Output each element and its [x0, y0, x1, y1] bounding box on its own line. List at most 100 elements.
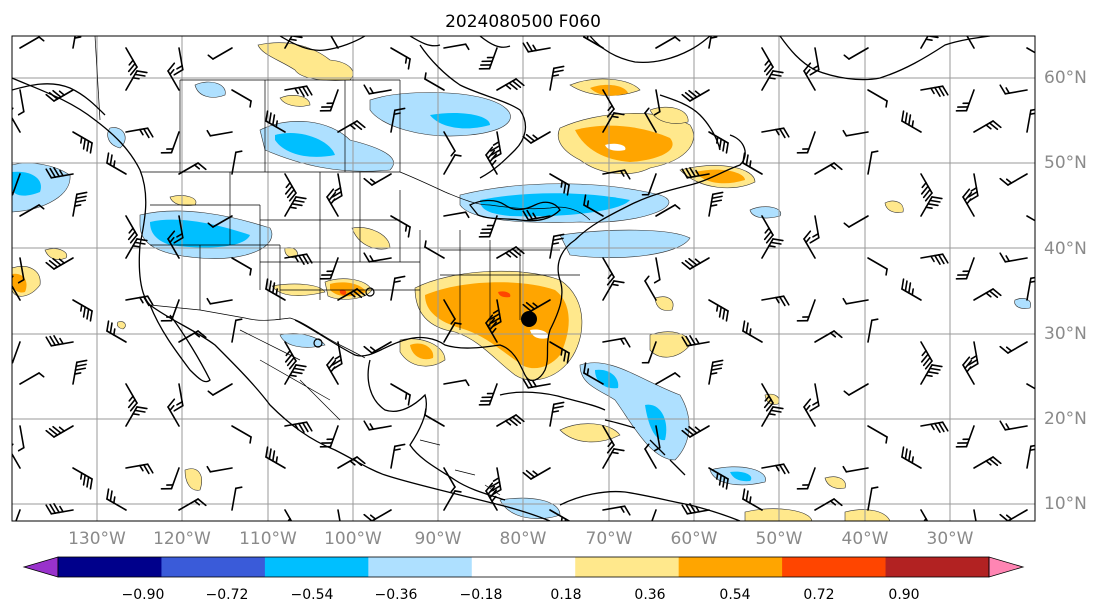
wind-barb	[284, 364, 307, 385]
wind-barb	[265, 446, 286, 469]
wind-barb	[809, 383, 820, 412]
wind-barb	[443, 211, 470, 219]
wind-barb	[390, 215, 411, 238]
wind-barb	[125, 47, 138, 76]
wind-barb	[363, 173, 392, 186]
coastline-alaska	[12, 83, 106, 116]
colorbar-frame	[57, 556, 990, 578]
wind-barb	[443, 379, 470, 387]
wind-barb	[522, 131, 551, 144]
longitude-labels: 130°W 120°W 110°W 100°W 90°W 80°W 70°W 6…	[68, 529, 974, 549]
colorbar-segment	[575, 557, 680, 577]
wind-barb	[655, 372, 681, 385]
wind-barb	[206, 465, 233, 473]
wind-barb	[160, 131, 180, 154]
wind-barb	[973, 120, 1002, 133]
wind-barb	[842, 129, 869, 137]
wind-barb	[15, 509, 21, 521]
wind-barb	[920, 509, 929, 521]
wind-barb	[901, 278, 922, 301]
wind-barb	[920, 196, 943, 217]
wind-barb	[106, 320, 127, 343]
wind-barb	[326, 188, 339, 217]
wind-barb	[284, 509, 293, 521]
wind-barb	[814, 498, 843, 511]
anomaly-strong-negative-region	[150, 219, 250, 248]
wind-barb	[167, 230, 180, 259]
wind-barb	[284, 341, 297, 370]
wind-barb	[125, 238, 148, 259]
colorbar-segment	[368, 557, 473, 577]
wind-barb	[867, 425, 888, 444]
wind-barb	[681, 257, 710, 270]
map-frame	[11, 35, 1036, 522]
lon-label: 110°W	[239, 529, 297, 549]
lon-label: 60°W	[671, 529, 718, 549]
wind-barb	[72, 299, 93, 322]
wind-barb	[962, 188, 975, 217]
wind-barb	[45, 257, 74, 270]
lon-label: 90°W	[415, 529, 462, 549]
wind-barb	[478, 47, 498, 70]
wind-barbs	[12, 36, 1035, 521]
station-marker	[313, 338, 323, 348]
wind-barb	[207, 47, 233, 60]
wind-barb	[443, 322, 462, 343]
wind-barb	[72, 467, 93, 490]
wind-barb	[920, 341, 933, 370]
colorbar-tick-label: −0.36	[375, 587, 418, 603]
coastline-central-america	[367, 359, 506, 501]
wind-barb	[167, 62, 180, 91]
wind-barb	[761, 127, 790, 139]
wind-barb	[999, 252, 1028, 263]
wind-barb	[231, 89, 252, 108]
wind-barb	[796, 131, 816, 154]
wind-barb	[125, 406, 148, 427]
wind-barb	[761, 295, 790, 307]
anomaly-positive-region	[844, 509, 891, 521]
wind-barb	[231, 150, 243, 175]
wind-barb	[641, 173, 657, 196]
coastline-cuba	[499, 391, 606, 411]
wind-barb	[653, 425, 661, 452]
wind-barb	[265, 110, 286, 133]
coastline-baffin-island	[589, 36, 711, 64]
wind-barb	[549, 401, 565, 427]
anomaly-strong-negative-region	[595, 369, 619, 389]
wind-barb	[655, 204, 681, 217]
wind-barb	[19, 204, 45, 217]
wind-barb	[485, 314, 498, 343]
wind-barb	[583, 194, 604, 217]
wind-barb	[842, 465, 869, 473]
wind-barb	[742, 152, 763, 175]
anomaly-negative-region	[1014, 298, 1031, 309]
wind-barb	[45, 167, 74, 179]
wind-barb	[708, 131, 729, 154]
colorbar-segment	[264, 557, 369, 577]
wind-barb	[549, 341, 570, 364]
colorbar-segment	[678, 557, 783, 577]
wind-barb	[424, 72, 445, 91]
wind-barb	[742, 320, 763, 343]
wind-barb	[1026, 47, 1035, 54]
wind-barb	[955, 89, 975, 112]
wind-barb	[337, 120, 366, 133]
wind-barb	[478, 215, 498, 238]
wind-barb	[973, 288, 1002, 301]
wind-barb	[681, 503, 710, 515]
wind-barb	[742, 488, 763, 511]
wind-barb	[12, 173, 21, 196]
coastline-greenland	[779, 36, 991, 81]
colorbar-tick-label: 0.36	[634, 587, 665, 603]
wind-barb	[72, 191, 88, 217]
wind-barb	[17, 89, 25, 116]
wind-barb	[522, 377, 551, 389]
coastlines	[12, 36, 991, 521]
wind-barb	[1026, 108, 1035, 133]
wind-barb	[443, 43, 470, 51]
wind-barb	[814, 330, 843, 343]
lat-label: 30°N	[1044, 324, 1087, 344]
wind-barb	[761, 383, 774, 412]
wind-barb	[319, 89, 339, 112]
